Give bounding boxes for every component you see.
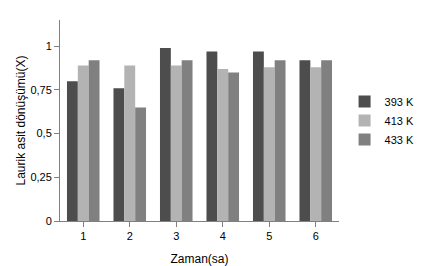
svg-text:2: 2 — [127, 230, 133, 242]
svg-text:393 K: 393 K — [385, 96, 414, 108]
svg-text:0,5: 0,5 — [37, 127, 52, 139]
svg-text:3: 3 — [173, 230, 179, 242]
svg-text:Laurik asit dönüşümü(X): Laurik asit dönüşümü(X) — [14, 55, 28, 185]
svg-text:413 K: 413 K — [385, 115, 414, 127]
svg-text:4: 4 — [220, 230, 226, 242]
svg-text:1: 1 — [80, 230, 86, 242]
svg-text:433 K: 433 K — [385, 134, 414, 146]
svg-text:0,25: 0,25 — [30, 171, 51, 183]
svg-text:5: 5 — [266, 230, 272, 242]
svg-text:6: 6 — [313, 230, 319, 242]
svg-text:Zaman(sa): Zaman(sa) — [170, 252, 228, 266]
svg-text:0,75: 0,75 — [30, 84, 51, 96]
svg-text:1: 1 — [46, 40, 52, 52]
svg-text:0: 0 — [46, 215, 52, 227]
